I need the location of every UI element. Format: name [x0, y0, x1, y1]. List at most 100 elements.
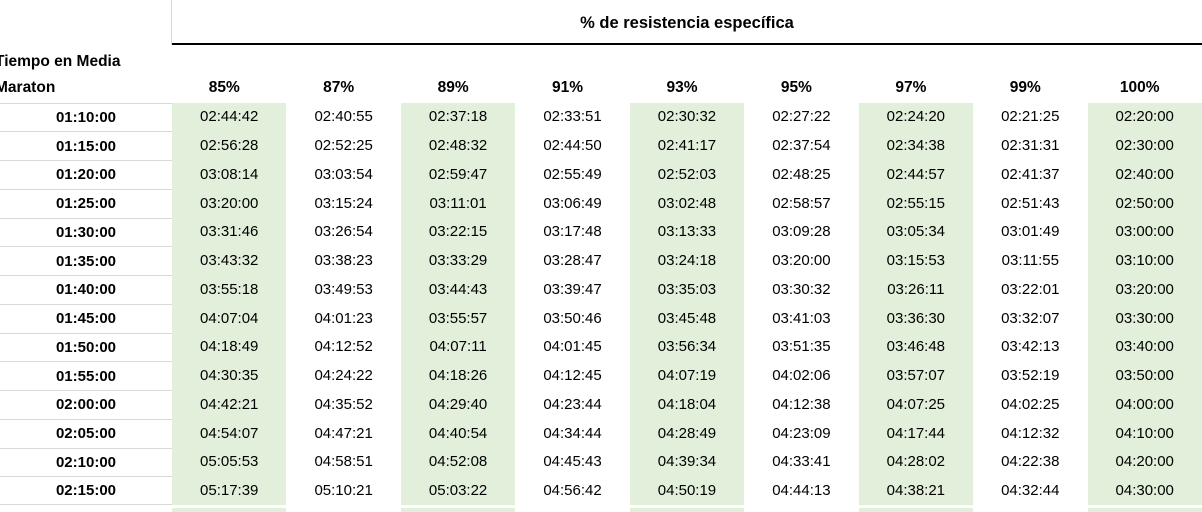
cell[interactable]: 02:40:55 — [314, 108, 373, 126]
column-header-93[interactable]: 93% — [666, 78, 698, 96]
cell[interactable]: 02:41:17 — [629, 131, 745, 160]
cell[interactable]: 04:02:06 — [772, 367, 831, 385]
cell[interactable]: 03:22:01 — [1001, 280, 1060, 298]
cell[interactable]: 03:36:30 — [858, 303, 974, 333]
cell[interactable]: 03:20:00 — [772, 252, 831, 270]
cell[interactable]: 04:07:11 — [400, 332, 516, 362]
cell[interactable]: 02:52:03 — [629, 160, 745, 189]
cell[interactable]: 03:35:03 — [629, 275, 745, 304]
cell[interactable]: 04:42:21 — [172, 390, 287, 419]
cell[interactable]: 04:56:42 — [543, 482, 602, 500]
cell[interactable]: 02:55:49 — [543, 165, 602, 183]
column-header-100[interactable]: 100% — [1119, 78, 1160, 96]
cell[interactable]: 04:18:04 — [629, 390, 745, 419]
cell[interactable]: 04:39:34 — [629, 447, 745, 477]
row-label[interactable]: 02:00:00 — [0, 390, 172, 419]
cell[interactable]: 04:33:41 — [772, 453, 831, 471]
cell[interactable]: 03:09:28 — [772, 223, 831, 241]
cell[interactable]: 03:40:00 — [1087, 332, 1202, 362]
cell[interactable]: 02:51:43 — [1001, 194, 1060, 212]
cell[interactable]: 02:31:31 — [1001, 137, 1060, 155]
cell[interactable]: 04:12:52 — [314, 338, 373, 356]
cell[interactable]: 03:38:23 — [314, 252, 373, 270]
cell[interactable]: 03:11:55 — [1001, 252, 1059, 270]
cell[interactable]: 04:47:21 — [314, 424, 373, 442]
cell[interactable]: 02:30:32 — [629, 102, 745, 132]
cell[interactable]: 03:44:43 — [400, 275, 516, 304]
cell[interactable]: 04:17:44 — [858, 418, 974, 448]
cell[interactable]: 03:52:19 — [1001, 367, 1060, 385]
cell[interactable]: 04:44:13 — [772, 482, 831, 500]
cell[interactable]: 04:50:19 — [629, 476, 745, 505]
cell[interactable]: 04:24:22 — [314, 367, 373, 385]
cell[interactable]: 02:59:47 — [400, 160, 516, 189]
cell[interactable]: 03:43:32 — [172, 246, 287, 275]
cell[interactable]: 03:06:49 — [543, 194, 602, 212]
cell[interactable]: 04:40:54 — [400, 418, 516, 448]
cell[interactable]: 03:15:24 — [314, 194, 373, 212]
cell[interactable]: 03:57:07 — [858, 361, 974, 390]
cell[interactable]: 02:44:57 — [858, 160, 974, 189]
cell[interactable]: 02:40:00 — [1087, 160, 1202, 189]
cell[interactable]: 02:20:00 — [1087, 102, 1202, 132]
row-label[interactable]: 01:10:00 — [0, 102, 172, 132]
cell[interactable]: 03:05:34 — [858, 217, 974, 247]
column-header-91[interactable]: 91% — [552, 78, 584, 96]
cell[interactable]: 02:52:25 — [314, 137, 373, 155]
cell[interactable]: 02:55:15 — [858, 188, 974, 218]
cell[interactable]: 03:11:01 — [400, 188, 516, 218]
column-header-89[interactable]: 89% — [437, 78, 469, 96]
row-label[interactable]: 01:30:00 — [0, 217, 172, 247]
cell[interactable]: 05:05:53 — [172, 447, 287, 477]
cell[interactable]: 03:10:00 — [1087, 246, 1202, 275]
cell[interactable]: 02:48:32 — [400, 131, 516, 160]
cell[interactable]: 05:10:21 — [314, 482, 373, 500]
cell[interactable]: 04:54:07 — [172, 418, 287, 448]
row-label[interactable]: 01:20:00 — [0, 160, 172, 189]
cell[interactable]: 03:00:00 — [1087, 217, 1202, 247]
cell[interactable]: 02:58:57 — [772, 194, 831, 212]
cell[interactable]: 04:07:25 — [858, 390, 974, 419]
column-header-97[interactable]: 97% — [895, 78, 927, 96]
cell[interactable]: 03:22:15 — [400, 217, 516, 247]
cell[interactable]: 03:39:47 — [543, 280, 602, 298]
row-label[interactable]: 01:45:00 — [0, 303, 172, 333]
cell[interactable]: 04:22:38 — [1001, 453, 1060, 471]
cell[interactable]: 04:30:35 — [172, 361, 287, 390]
cell[interactable]: 02:44:42 — [172, 102, 287, 132]
cell[interactable]: 03:03:54 — [314, 165, 373, 183]
row-label[interactable]: 01:40:00 — [0, 275, 172, 304]
row-label[interactable]: 01:35:00 — [0, 246, 172, 275]
cell[interactable]: 03:13:33 — [629, 217, 745, 247]
cell[interactable]: 03:55:57 — [400, 303, 516, 333]
cell[interactable]: 03:55:18 — [172, 275, 287, 304]
cell[interactable]: 02:30:00 — [1087, 131, 1202, 160]
cell[interactable]: 04:45:43 — [543, 453, 602, 471]
cell[interactable]: 02:27:22 — [772, 108, 831, 126]
cell[interactable]: 04:29:40 — [400, 390, 516, 419]
cell[interactable]: 03:30:32 — [772, 280, 831, 298]
cell[interactable]: 04:35:52 — [314, 395, 373, 413]
cell[interactable]: 04:18:26 — [400, 361, 516, 390]
cell[interactable]: 04:32:44 — [1001, 482, 1060, 500]
row-label[interactable]: 01:15:00 — [0, 131, 172, 160]
cell[interactable]: 02:21:25 — [1001, 108, 1060, 126]
cell[interactable]: 03:08:14 — [172, 160, 287, 189]
cell[interactable]: 03:02:48 — [629, 188, 745, 218]
cell[interactable]: 04:58:51 — [314, 453, 373, 471]
cell[interactable]: 03:56:34 — [629, 332, 745, 362]
column-header-99[interactable]: 99% — [1009, 78, 1041, 96]
cell[interactable]: 03:49:53 — [314, 280, 373, 298]
cell[interactable]: 02:44:50 — [543, 137, 602, 155]
row-label[interactable]: 01:25:00 — [0, 188, 172, 218]
cell[interactable]: 03:28:47 — [543, 252, 602, 270]
cell[interactable]: 04:18:49 — [172, 332, 287, 362]
cell[interactable]: 05:03:22 — [400, 476, 516, 505]
cell[interactable]: 02:34:38 — [858, 131, 974, 160]
cell[interactable]: 04:28:02 — [858, 447, 974, 477]
cell[interactable]: 04:02:25 — [1001, 395, 1060, 413]
cell[interactable]: 02:24:20 — [858, 102, 974, 132]
cell[interactable]: 02:33:51 — [543, 108, 602, 126]
cell[interactable]: 03:26:11 — [858, 275, 974, 304]
cell[interactable]: 03:45:48 — [629, 303, 745, 333]
